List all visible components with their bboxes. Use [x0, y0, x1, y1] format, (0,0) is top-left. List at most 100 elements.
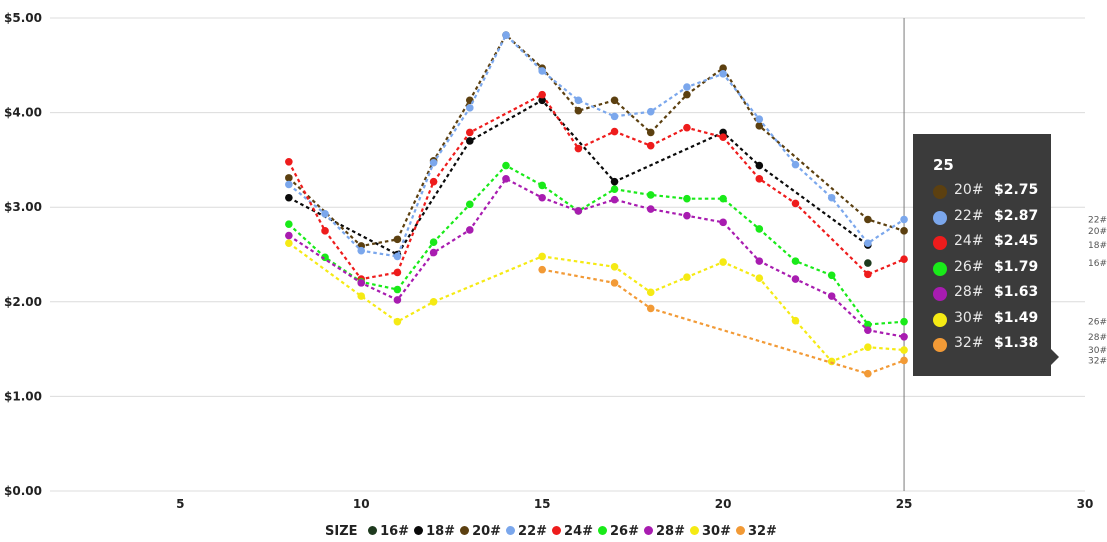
data-point[interactable] [864, 239, 872, 247]
series-group[interactable] [285, 31, 908, 378]
data-point[interactable] [864, 215, 872, 224]
data-point[interactable] [465, 200, 474, 209]
data-point[interactable] [465, 128, 474, 137]
data-point[interactable] [321, 210, 329, 218]
data-point[interactable] [683, 273, 691, 282]
data-point[interactable] [755, 225, 764, 233]
data-point[interactable] [285, 157, 293, 166]
data-point[interactable] [900, 255, 908, 264]
data-point[interactable] [538, 265, 546, 274]
data-point[interactable] [538, 252, 546, 261]
data-point[interactable] [791, 160, 800, 169]
data-point[interactable] [429, 158, 438, 167]
data-point[interactable] [791, 199, 800, 208]
data-point[interactable] [610, 127, 619, 136]
series-24[interactable] [285, 90, 908, 283]
data-point[interactable] [285, 220, 293, 229]
data-point[interactable] [900, 227, 908, 235]
data-point[interactable] [900, 215, 908, 224]
data-point[interactable] [719, 70, 727, 78]
data-point[interactable] [719, 218, 727, 227]
series-18[interactable] [285, 96, 872, 259]
data-point[interactable] [465, 104, 474, 112]
data-point[interactable] [321, 227, 329, 235]
data-point[interactable] [610, 279, 619, 287]
data-point[interactable] [538, 90, 546, 99]
data-point[interactable] [610, 262, 619, 271]
legend-item[interactable]: 16# [368, 524, 409, 539]
legend-item[interactable]: 28# [644, 524, 685, 539]
data-point[interactable] [646, 205, 655, 213]
data-point[interactable] [538, 181, 546, 190]
data-point[interactable] [502, 31, 510, 39]
data-point[interactable] [646, 191, 655, 199]
data-point[interactable] [755, 175, 764, 183]
legend-item[interactable]: 26# [598, 524, 639, 539]
data-point[interactable] [285, 193, 293, 202]
data-point[interactable] [755, 122, 764, 130]
data-point[interactable] [610, 177, 619, 186]
data-point[interactable] [683, 194, 691, 203]
data-point[interactable] [538, 193, 546, 202]
data-point[interactable] [538, 96, 546, 105]
data-point[interactable] [683, 211, 691, 220]
data-point[interactable] [864, 259, 872, 267]
data-point[interactable] [864, 270, 872, 279]
data-point[interactable] [900, 333, 908, 341]
data-point[interactable] [429, 248, 438, 257]
data-point[interactable] [755, 161, 764, 170]
data-point[interactable] [502, 161, 510, 170]
data-point[interactable] [755, 274, 764, 282]
legend-item[interactable]: 24# [552, 524, 593, 539]
data-point[interactable] [900, 356, 908, 365]
data-point[interactable] [864, 320, 872, 329]
series-28[interactable] [285, 175, 908, 341]
data-point[interactable] [791, 275, 800, 283]
data-point[interactable] [719, 133, 727, 141]
data-point[interactable] [393, 285, 402, 294]
legend-item[interactable]: 32# [735, 524, 777, 539]
data-point[interactable] [574, 106, 583, 115]
data-point[interactable] [900, 346, 908, 354]
data-point[interactable] [574, 96, 583, 105]
data-point[interactable] [900, 317, 908, 326]
data-point[interactable] [610, 96, 619, 105]
data-point[interactable] [755, 115, 764, 124]
data-point[interactable] [502, 175, 510, 183]
data-point[interactable] [285, 174, 293, 182]
data-point[interactable] [610, 195, 619, 204]
data-point[interactable] [646, 128, 655, 137]
data-point[interactable] [864, 326, 872, 334]
data-point[interactable] [357, 246, 366, 255]
series-16[interactable] [864, 259, 872, 267]
data-point[interactable] [791, 316, 800, 325]
data-point[interactable] [683, 123, 691, 132]
data-point[interactable] [574, 207, 583, 215]
data-point[interactable] [827, 193, 836, 202]
legend-item[interactable]: 20# [460, 524, 501, 539]
data-point[interactable] [285, 231, 293, 240]
legend-item[interactable]: 22# [506, 524, 547, 539]
data-point[interactable] [393, 296, 402, 304]
data-point[interactable] [719, 64, 727, 72]
series-20[interactable] [285, 31, 908, 250]
data-point[interactable] [719, 194, 727, 203]
data-point[interactable] [827, 357, 836, 366]
data-point[interactable] [683, 90, 691, 99]
series-26[interactable] [285, 161, 908, 329]
data-point[interactable] [465, 137, 474, 145]
data-point[interactable] [610, 112, 619, 121]
data-point[interactable] [393, 235, 402, 244]
data-point[interactable] [827, 292, 836, 300]
data-point[interactable] [429, 177, 438, 186]
data-point[interactable] [646, 288, 655, 297]
data-point[interactable] [683, 83, 691, 91]
data-point[interactable] [285, 180, 293, 189]
legend-item[interactable]: 18# [414, 524, 455, 539]
series-22[interactable] [285, 31, 908, 261]
data-point[interactable] [465, 226, 474, 234]
data-point[interactable] [357, 292, 366, 300]
data-point[interactable] [429, 298, 438, 306]
data-point[interactable] [864, 343, 872, 352]
data-point[interactable] [393, 317, 402, 326]
